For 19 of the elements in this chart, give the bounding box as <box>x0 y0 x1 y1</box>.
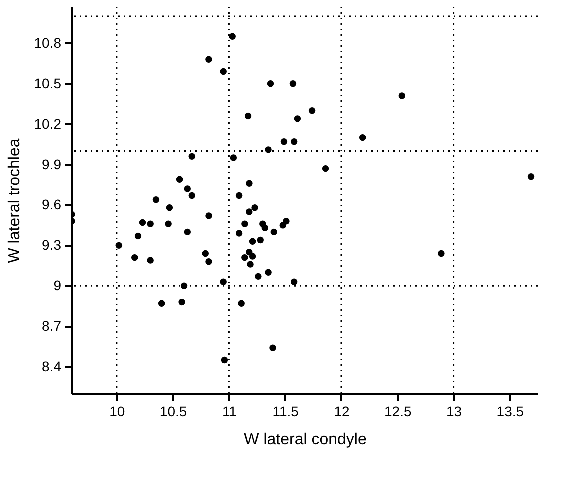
y-tick-label: 8.4 <box>42 358 62 375</box>
y-tick-label: 9.9 <box>42 156 62 172</box>
y-tick-label: 10.2 <box>34 116 62 132</box>
x-tick-label: 11 <box>222 404 238 420</box>
x-axis-title: W lateral condyle <box>244 432 367 448</box>
y-tick-label: 10.8 <box>34 34 62 51</box>
x-tick-label: 12.5 <box>384 404 412 420</box>
x-tick-label: 11.5 <box>272 404 300 420</box>
y-tick-label: 9 <box>54 278 62 294</box>
y-tick-label: 9.6 <box>42 196 62 213</box>
x-tick-label: 12 <box>334 404 350 420</box>
y-tick-label: 9.3 <box>42 237 62 254</box>
x-tick-label: 13 <box>446 404 462 420</box>
x-tick-label: 10 <box>110 404 126 420</box>
x-tick-label: 13.5 <box>496 404 524 420</box>
x-tick-label: 10.5 <box>160 404 188 420</box>
y-tick-label: 10.5 <box>34 75 62 92</box>
y-axis-title: W lateral trochlea <box>6 138 24 264</box>
y-tick-label: 8.7 <box>42 318 62 334</box>
